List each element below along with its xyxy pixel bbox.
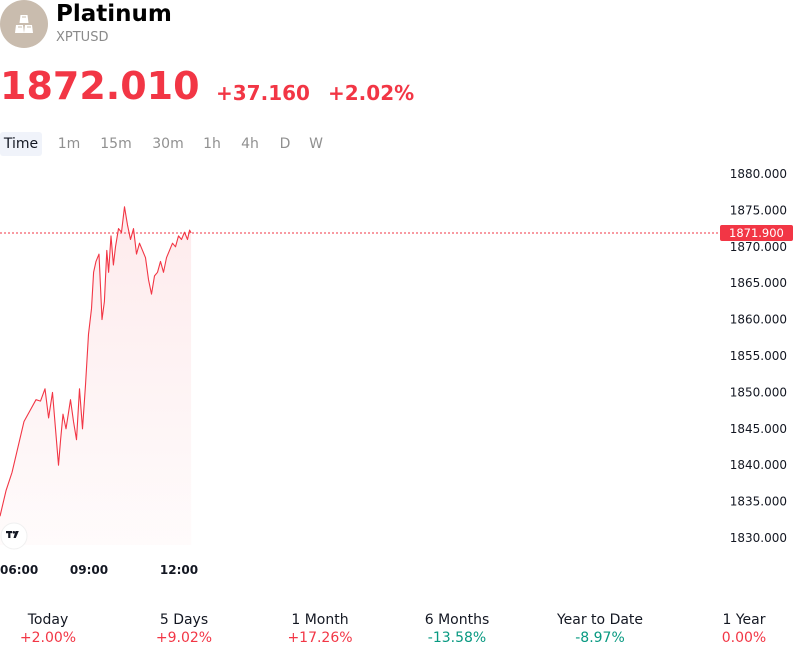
last-price-label: 1871.900 — [729, 226, 784, 240]
performance-value: -8.97% — [575, 630, 625, 646]
price-change-percent: +2.02% — [328, 81, 415, 105]
tab-15m[interactable]: 15m — [100, 136, 132, 152]
tab-time[interactable]: Time — [0, 132, 42, 156]
tab-d[interactable]: D — [279, 136, 291, 152]
tab-30m[interactable]: 30m — [152, 136, 184, 152]
price-area-fill — [0, 206, 192, 546]
performance-summary: Today +2.00% 5 Days +9.02% 1 Month +17.26% 6 M… — [0, 608, 800, 652]
performance-value: +2.00% — [19, 630, 77, 646]
symbol-header: Platinum XPTUSD — [0, 0, 800, 60]
x-tick-label: 06:00 — [0, 563, 38, 577]
y-tick-label: 1855.000 — [730, 349, 787, 363]
y-tick-label: 1840.000 — [730, 458, 787, 472]
price-line — [0, 206, 192, 517]
y-tick-label: 1875.000 — [730, 203, 787, 217]
performance-item[interactable]: 6 Months -13.58% — [392, 608, 522, 646]
price-chart[interactable]: 1880.000 1875.000 1870.000 1865.000 1860.000… — [0, 160, 800, 590]
performance-value: 0.00% — [721, 630, 767, 646]
price-chart-svg: 1880.000 1875.000 1870.000 1865.000 1860.000… — [0, 167, 793, 577]
y-tick-label: 1870.000 — [730, 240, 787, 254]
tab-w[interactable]: W — [309, 136, 323, 152]
ticker-symbol: XPTUSD — [56, 30, 109, 45]
performance-item[interactable]: Year to Date -8.97% — [535, 608, 665, 646]
gold-bars-icon — [0, 0, 48, 48]
y-tick-label: 1860.000 — [730, 313, 787, 327]
y-tick-label: 1835.000 — [730, 495, 787, 509]
tab-1h[interactable]: 1h — [203, 136, 221, 152]
performance-item[interactable]: Today +2.00% — [0, 608, 113, 646]
x-tick-label: 09:00 — [70, 563, 108, 577]
performance-item[interactable]: 5 Days +9.02% — [119, 608, 249, 646]
last-price: 1872.010 — [0, 64, 200, 108]
performance-label: 1 Month — [291, 612, 349, 628]
y-tick-label: 1880.000 — [730, 167, 787, 181]
performance-item[interactable]: 1 Year 0.00% — [679, 608, 800, 646]
performance-value: -13.58% — [427, 630, 487, 646]
performance-label: Today — [27, 612, 69, 628]
performance-label: Year to Date — [556, 612, 644, 628]
performance-value: +9.02% — [155, 630, 213, 646]
performance-item[interactable]: 1 Month +17.26% — [255, 608, 385, 646]
page-title: Platinum — [56, 1, 172, 27]
tab-4h[interactable]: 4h — [241, 136, 259, 152]
y-tick-label: 1850.000 — [730, 385, 787, 399]
y-tick-label: 1865.000 — [730, 276, 787, 290]
x-tick-label: 12:00 — [160, 563, 198, 577]
performance-label: 6 Months — [424, 612, 490, 628]
performance-label: 1 Year — [722, 612, 766, 628]
performance-label: 5 Days — [159, 612, 209, 628]
y-tick-label: 1830.000 — [730, 531, 787, 545]
price-change: +37.160 — [216, 81, 310, 105]
last-price-badge — [720, 224, 793, 241]
tab-1m[interactable]: 1m — [57, 136, 81, 152]
y-tick-label: 1845.000 — [730, 422, 787, 436]
timeframe-tabs: Time 1m 15m 30m 1h 4h D W — [0, 132, 400, 156]
tradingview-logo-icon[interactable] — [0, 522, 28, 550]
performance-value: +17.26% — [287, 630, 353, 646]
quote-row: 1872.010 +37.160 +2.02% — [0, 64, 800, 112]
